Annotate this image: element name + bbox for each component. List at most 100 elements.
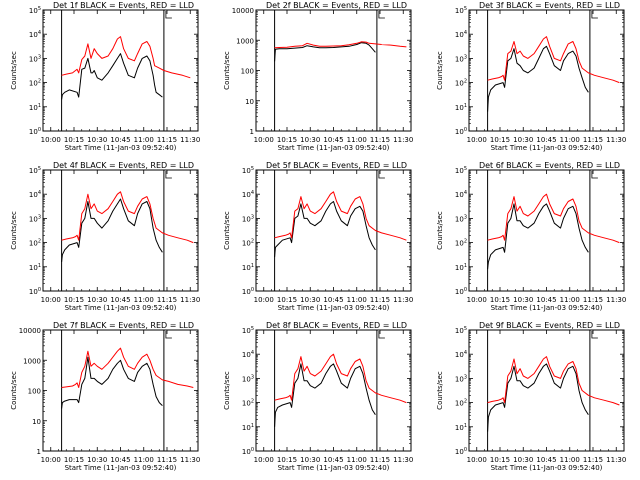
y-tick-label: 101 (242, 423, 254, 432)
x-tick-label: 10:45 (323, 296, 343, 304)
x-tick-label: 10:30 (513, 296, 533, 304)
plot-frame (255, 329, 412, 452)
series-lld (274, 191, 407, 241)
marker-bracket (165, 331, 172, 339)
x-tick-label: 10:00 (467, 456, 487, 464)
x-tick-label: 10:00 (467, 296, 487, 304)
plot-frame (42, 9, 199, 132)
y-tick-label: 101 (242, 263, 254, 272)
y-tick-label: 102 (242, 399, 254, 408)
y-axis-label: Counts/sec (436, 51, 444, 90)
plot-frame (42, 169, 199, 292)
y-axis-label: Counts/sec (10, 371, 18, 410)
y-tick-label: 10000 (232, 7, 254, 15)
y-axis-label: Counts/sec (223, 51, 231, 90)
series-events (487, 45, 589, 112)
plot-frame (255, 169, 412, 292)
x-tick-label: 11:15 (157, 456, 177, 464)
marker-bracket (591, 11, 598, 19)
x-tick-label: 11:30 (606, 136, 626, 144)
panel-title: Det 3f BLACK = Events, RED = LLD (479, 1, 620, 10)
panel-title: Det 1f BLACK = Events, RED = LLD (53, 1, 194, 10)
panel-det-7: Det 7f BLACK = Events, RED = LLD 1 10 100 10… (10, 321, 200, 472)
x-tick-label: 11:30 (180, 456, 200, 464)
x-tick-label: 10:00 (41, 456, 61, 464)
plot-frame (255, 9, 412, 132)
x-tick-label: 10:30 (513, 456, 533, 464)
y-tick-label: 105 (455, 166, 467, 175)
y-tick-label: 100 (242, 447, 254, 456)
y-tick-label: 10 (32, 418, 41, 426)
x-tick-label: 10:15 (64, 296, 84, 304)
y-tick-label: 102 (455, 79, 467, 88)
x-tick-label: 10:30 (513, 136, 533, 144)
y-tick-label: 100 (28, 388, 41, 396)
y-tick-label: 101 (455, 103, 467, 112)
y-axis-label: Counts/sec (10, 51, 18, 90)
y-tick-label: 103 (29, 214, 41, 223)
x-tick-label: 10:00 (254, 296, 274, 304)
y-tick-label: 102 (29, 79, 41, 88)
x-tick-label: 10:15 (490, 136, 510, 144)
x-axis-label: Start Time (11-Jan-03 09:52:40) (278, 144, 390, 152)
panel-det-1: Det 1f BLACK = Events, RED = LLD 100 101 10… (10, 1, 200, 152)
x-tick-label: 10:45 (323, 456, 343, 464)
y-tick-label: 103 (29, 54, 41, 63)
y-tick-label: 105 (242, 326, 254, 335)
x-tick-label: 10:15 (277, 136, 297, 144)
x-tick-label: 11:30 (180, 296, 200, 304)
y-axis-label: Counts/sec (10, 211, 18, 250)
y-tick-label: 102 (29, 239, 41, 248)
x-tick-label: 10:45 (536, 456, 556, 464)
panel-det-4: Det 4f BLACK = Events, RED = LLD 100 101 10… (10, 161, 200, 312)
x-tick-label: 10:15 (64, 136, 84, 144)
marker-bracket (378, 11, 385, 19)
series-events (61, 198, 163, 263)
series-lld (487, 356, 620, 406)
x-tick-label: 10:45 (536, 136, 556, 144)
panel-title: Det 6f BLACK = Events, RED = LLD (479, 161, 620, 170)
y-tick-label: 100 (455, 287, 467, 296)
series-events (61, 53, 163, 100)
y-axis-label: Counts/sec (436, 211, 444, 250)
x-axis-label: Start Time (11-Jan-03 09:52:40) (278, 464, 390, 472)
x-tick-label: 11:15 (370, 456, 390, 464)
panel-det-6: Det 6f BLACK = Events, RED = LLD 100 101 10… (436, 161, 626, 312)
y-tick-label: 104 (242, 190, 254, 199)
marker-bracket (165, 171, 172, 179)
y-tick-label: 100 (455, 447, 467, 456)
x-tick-label: 10:30 (87, 296, 107, 304)
panel-det-3: Det 3f BLACK = Events, RED = LLD 100 101 10… (436, 1, 626, 152)
x-tick-label: 11:15 (583, 296, 603, 304)
x-tick-label: 11:00 (347, 456, 367, 464)
series-lld (487, 36, 620, 84)
x-tick-label: 11:00 (560, 456, 580, 464)
y-tick-label: 104 (29, 30, 41, 39)
series-events (274, 201, 376, 258)
series-lld (487, 193, 620, 244)
y-tick-label: 105 (455, 6, 467, 15)
panel-title: Det 9f BLACK = Events, RED = LLD (479, 321, 620, 330)
x-axis-label: Start Time (11-Jan-03 09:52:40) (491, 304, 603, 312)
panel-title: Det 7f BLACK = Events, RED = LLD (53, 321, 194, 330)
x-tick-label: 11:00 (134, 456, 154, 464)
series-events (274, 363, 376, 427)
y-tick-label: 102 (455, 239, 467, 248)
x-axis-label: Start Time (11-Jan-03 09:52:40) (491, 464, 603, 472)
marker-bracket (165, 11, 172, 19)
panel-det-2: Det 2f BLACK = Events, RED = LLD 1 10 100 10… (223, 1, 413, 152)
y-tick-label: 104 (455, 350, 467, 359)
x-tick-label: 10:00 (254, 136, 274, 144)
y-tick-label: 104 (455, 190, 467, 199)
series-lld (61, 36, 191, 79)
y-tick-label: 101 (29, 103, 41, 112)
series-events (487, 363, 589, 432)
panel-title: Det 4f BLACK = Events, RED = LLD (53, 161, 194, 170)
y-axis-label: Counts/sec (223, 211, 231, 250)
x-tick-label: 11:30 (393, 456, 413, 464)
x-tick-label: 11:30 (393, 296, 413, 304)
panel-title: Det 8f BLACK = Events, RED = LLD (266, 321, 407, 330)
x-tick-label: 10:00 (41, 136, 61, 144)
x-tick-label: 10:30 (87, 136, 107, 144)
